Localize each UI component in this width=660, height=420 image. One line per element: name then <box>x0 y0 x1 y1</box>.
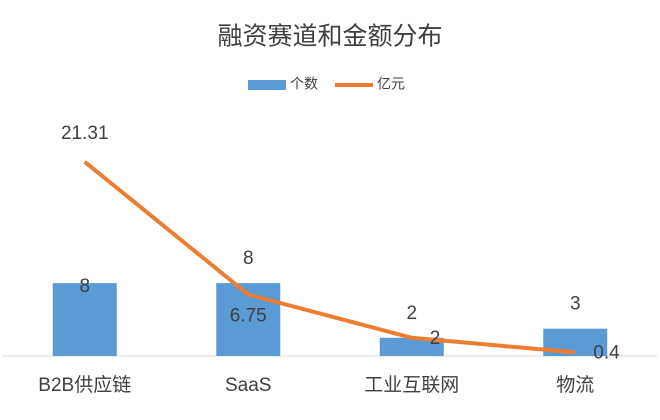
legend-label: 亿元 <box>377 76 405 92</box>
x-tick-label: 物流 <box>556 374 594 396</box>
chart-title: 融资赛道和金额分布 <box>217 23 442 51</box>
data-label: 8 <box>243 248 254 269</box>
data-label: 8 <box>79 276 90 297</box>
x-tick-label: B2B供应链 <box>38 374 131 396</box>
legend-label: 个数 <box>290 76 318 92</box>
data-label: 21.31 <box>61 123 109 144</box>
data-label: 0.4 <box>593 342 620 363</box>
bar <box>379 337 444 356</box>
data-label: 3 <box>570 294 581 315</box>
data-label: 2 <box>406 303 417 324</box>
data-label: 6.75 <box>230 306 267 327</box>
line <box>83 160 576 355</box>
legend-swatch <box>248 80 286 90</box>
x-tick-label: SaaS <box>225 375 271 396</box>
bar <box>52 283 117 356</box>
x-tick-label: 工业互联网 <box>364 374 459 396</box>
data-label: 2 <box>430 328 441 349</box>
